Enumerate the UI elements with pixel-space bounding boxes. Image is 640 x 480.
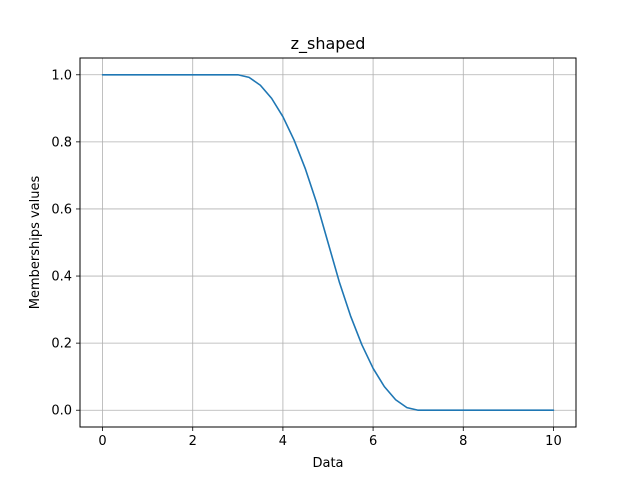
x-tick-label: 0: [98, 434, 106, 449]
x-axis-label: Data: [312, 456, 343, 471]
y-tick-label: 0.8: [51, 135, 72, 150]
x-tick-label: 10: [545, 434, 562, 449]
x-tick-label: 6: [369, 434, 377, 449]
y-tick-label: 1.0: [51, 68, 72, 83]
y-tick-label: 0.2: [51, 337, 72, 352]
ticks: 0 2 4 6 8 10 0.0 0.2 0.4 0.6 0.8 1.0: [51, 68, 561, 449]
x-tick-label: 4: [279, 434, 287, 449]
x-tick-label: 8: [459, 434, 467, 449]
series-line: [101, 73, 555, 412]
y-tick-label: 0.4: [51, 270, 72, 285]
chart-title: z_shaped: [291, 34, 366, 54]
y-tick-label: 0.0: [51, 404, 72, 419]
plot-frame: [79, 57, 577, 428]
x-tick-label: 2: [189, 434, 197, 449]
y-tick-label: 0.6: [51, 202, 72, 217]
series-layer: [101, 73, 555, 412]
y-axis-label: Memberships values: [28, 176, 43, 310]
